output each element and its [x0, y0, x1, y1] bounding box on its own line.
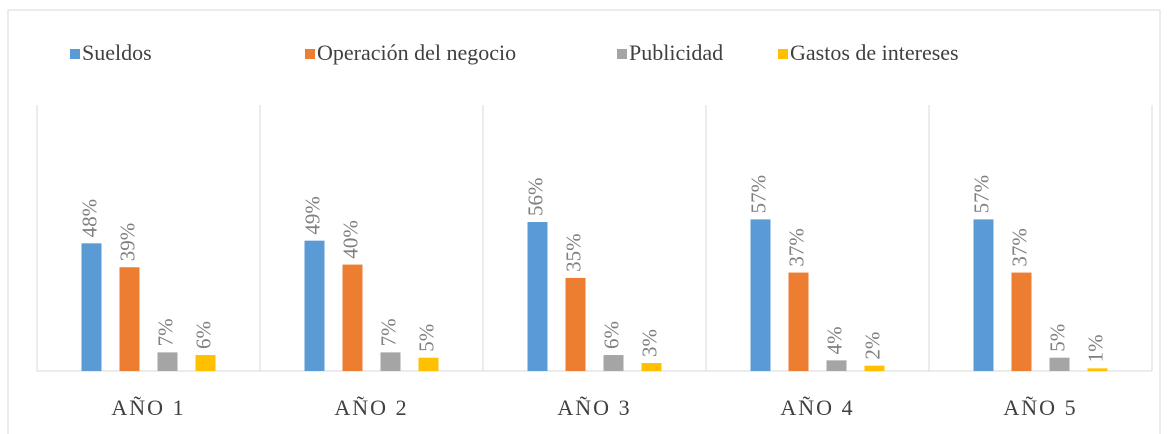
- bar: [304, 240, 325, 371]
- data-label: 39%: [115, 223, 139, 262]
- data-label: 35%: [561, 233, 585, 272]
- bar: [119, 267, 140, 371]
- bar: [826, 360, 847, 371]
- bar: [418, 357, 439, 371]
- data-label: 56%: [523, 178, 547, 217]
- data-label: 6%: [191, 321, 215, 349]
- bar: [1049, 357, 1070, 371]
- legend-label: Sueldos: [82, 40, 152, 65]
- bar: [1011, 272, 1032, 371]
- bar: [788, 272, 809, 371]
- legend-swatch: [778, 49, 788, 59]
- legend-swatch: [617, 49, 627, 59]
- data-label: 5%: [414, 324, 438, 352]
- legend-label: Publicidad: [629, 40, 723, 65]
- data-label: 37%: [1007, 228, 1031, 267]
- data-label: 5%: [1045, 324, 1069, 352]
- bar: [864, 365, 885, 371]
- bar: [565, 277, 586, 371]
- legend-swatch: [305, 49, 315, 59]
- data-label: 3%: [637, 329, 661, 357]
- data-label: 57%: [746, 175, 770, 214]
- bar: [342, 264, 363, 371]
- x-tick-label: AÑO 3: [557, 395, 631, 420]
- data-label: 57%: [969, 175, 993, 214]
- legend-label: Gastos de intereses: [790, 40, 959, 65]
- data-label: 40%: [338, 220, 362, 259]
- data-label: 37%: [784, 228, 808, 267]
- data-label: 48%: [77, 199, 101, 238]
- bar: [157, 352, 178, 371]
- data-label: 4%: [822, 326, 846, 354]
- bar: [380, 352, 401, 371]
- bar: [603, 355, 624, 371]
- data-label: 7%: [153, 318, 177, 346]
- bar: [641, 363, 662, 371]
- bar: [527, 222, 548, 371]
- x-tick-label: AÑO 1: [111, 395, 185, 420]
- legend-label: Operación del negocio: [317, 40, 516, 65]
- legend-swatch: [70, 49, 80, 59]
- data-label: 6%: [599, 321, 623, 349]
- bar: [973, 219, 994, 371]
- bar: [1087, 368, 1108, 371]
- x-tick-label: AÑO 4: [780, 395, 854, 420]
- bar: [750, 219, 771, 371]
- data-label: 7%: [376, 318, 400, 346]
- data-label: 1%: [1083, 334, 1107, 362]
- data-label: 2%: [860, 332, 884, 360]
- x-tick-label: AÑO 2: [334, 395, 408, 420]
- x-tick-label: AÑO 5: [1003, 395, 1077, 420]
- data-label: 49%: [300, 196, 324, 235]
- bar: [81, 243, 102, 371]
- bar: [195, 355, 216, 371]
